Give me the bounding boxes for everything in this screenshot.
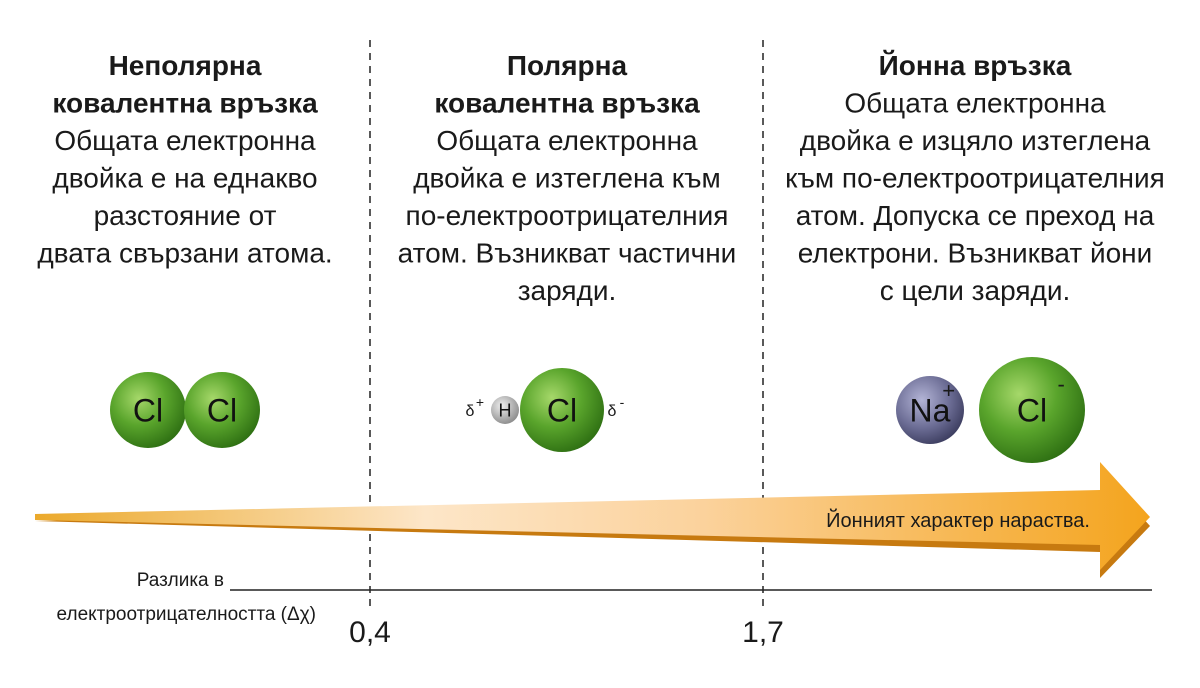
arrow-label: Йонният характер нараства. — [826, 508, 1090, 532]
column-description: с цели заряди. — [880, 275, 1071, 306]
column-title: Неполярна — [109, 50, 262, 81]
partial-charge: δ — [466, 403, 475, 420]
atom — [896, 376, 964, 444]
column-description: атом. Допуска се преход на — [796, 200, 1155, 231]
column-description: разстояние от — [94, 200, 277, 231]
column-description: двойка е изцяло изтеглена — [800, 125, 1151, 156]
atom-symbol: Cl — [1017, 393, 1047, 429]
partial-charge-sign: - — [620, 394, 625, 410]
atom — [979, 357, 1085, 463]
atom-charge: - — [1057, 371, 1064, 396]
atom-symbol: Cl — [133, 393, 163, 429]
axis-tick-label: 1,7 — [742, 616, 784, 649]
column-title: ковалентна връзка — [434, 88, 700, 119]
column-description: към по-електроотрицателния — [785, 163, 1165, 194]
atom-symbol: H — [499, 400, 512, 420]
partial-charge: δ — [608, 403, 617, 420]
column-description: Общата електронна — [844, 88, 1106, 119]
column-description: по-електроотрицателния — [406, 200, 729, 231]
column-description: Общата електронна — [436, 125, 698, 156]
column-description: двойка е изтеглена към — [413, 163, 721, 194]
column-title: ковалентна връзка — [52, 88, 318, 119]
atom — [110, 372, 186, 448]
column-title: Полярна — [507, 50, 628, 81]
column-description: двата свързани атома. — [37, 238, 332, 269]
atom — [520, 368, 604, 452]
column-description: заряди. — [518, 275, 617, 306]
atom-charge: + — [942, 378, 955, 403]
column-title: Йонна връзка — [879, 49, 1072, 81]
axis-tick-label: 0,4 — [349, 616, 391, 649]
column-description: Общата електронна — [54, 125, 316, 156]
column-description: електрони. Възникват йони — [798, 238, 1153, 269]
column-description: двойка е на еднакво — [52, 163, 317, 194]
column-description: атом. Възникват частични — [398, 238, 737, 269]
axis-label: електроотрицателността (Δχ) — [57, 604, 316, 625]
atom-symbol: Cl — [207, 393, 237, 429]
atom — [491, 396, 519, 424]
atom-symbol: Na — [910, 393, 951, 429]
partial-charge-sign: + — [476, 394, 484, 410]
atom-symbol: Cl — [547, 393, 577, 429]
axis-label: Разлика в — [137, 570, 224, 591]
arrow — [35, 462, 1150, 570]
atom — [184, 372, 260, 448]
